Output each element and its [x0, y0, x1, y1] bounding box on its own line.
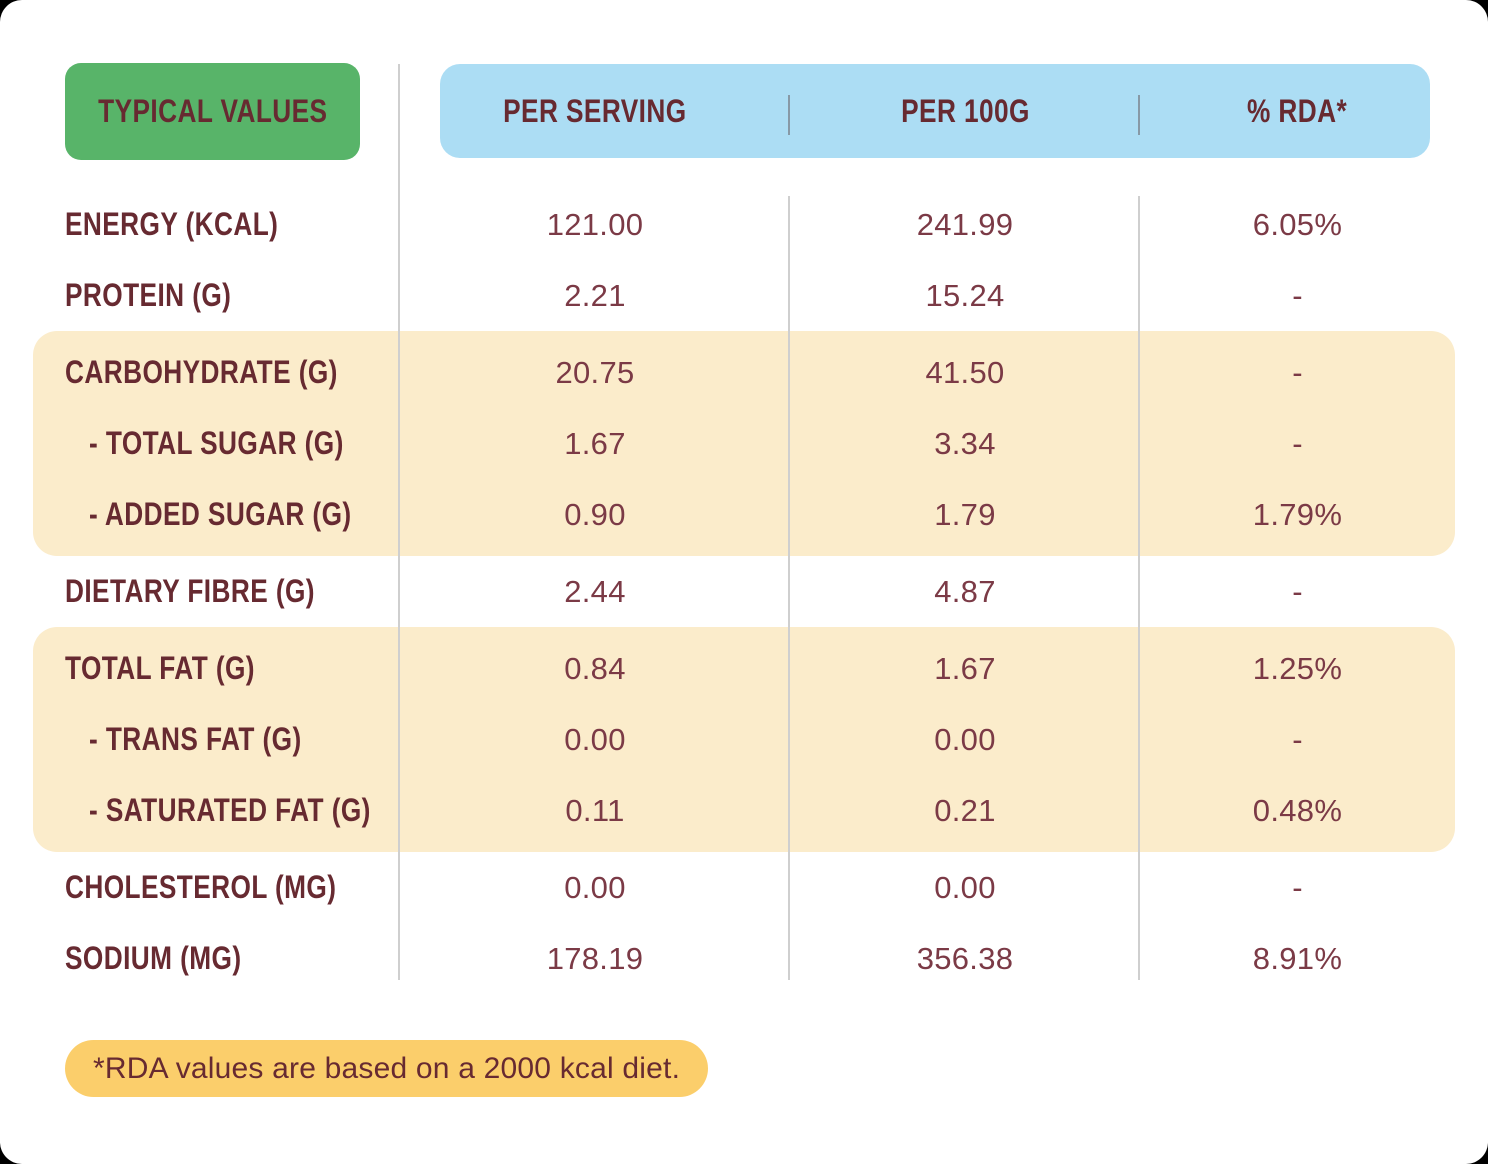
value-per-100g: 4.87	[934, 573, 996, 609]
column-header-per-100g: PER 100G	[900, 93, 1030, 129]
row-label: CARBOHYDRATE (G)	[65, 354, 338, 390]
value-per-serving: 0.90	[564, 496, 626, 532]
rda-footnote: *RDA values are based on a 2000 kcal die…	[65, 1040, 709, 1097]
value-per-100g: 41.50	[925, 354, 1005, 390]
row-label: - TOTAL SUGAR (G)	[89, 425, 344, 461]
row-label: CHOLESTEROL (MG)	[65, 869, 337, 905]
highlight-band-fat: TOTAL FAT (G) 0.84 1.67 1.25% - TRANS FA…	[33, 627, 1455, 852]
row-label: - SATURATED FAT (G)	[89, 792, 371, 828]
value-rda: -	[1292, 354, 1303, 390]
value-per-100g: 0.00	[934, 869, 996, 905]
table-row-trans-fat: - TRANS FAT (G) 0.00 0.00 -	[33, 704, 1455, 775]
value-per-100g: 1.79	[934, 496, 996, 532]
header-divider-1	[788, 95, 790, 135]
value-per-serving: 178.19	[546, 940, 644, 976]
value-rda: -	[1292, 573, 1303, 609]
value-per-serving: 0.00	[564, 721, 626, 757]
header-divider-2	[1138, 95, 1140, 135]
table-body: ENERGY (KCAL) 121.00 241.99 6.05% PROTEI…	[33, 189, 1455, 994]
divider-labels-column	[398, 64, 400, 980]
value-per-100g: 15.24	[925, 277, 1005, 313]
table-row-total-fat: TOTAL FAT (G) 0.84 1.67 1.25%	[33, 633, 1455, 704]
highlight-band-carbohydrate: CARBOHYDRATE (G) 20.75 41.50 - - TOTAL S…	[33, 331, 1455, 556]
table-header: TYPICAL VALUES PER SERVING PER 100G % RD…	[33, 63, 1455, 160]
table-row-cholesterol: CHOLESTEROL (MG) 0.00 0.00 -	[33, 852, 1455, 923]
value-per-100g: 0.00	[934, 721, 996, 757]
row-label: - TRANS FAT (G)	[89, 721, 302, 757]
value-per-serving: 0.11	[565, 792, 625, 828]
table-row-added-sugar: - ADDED SUGAR (G) 0.90 1.79 1.79%	[33, 479, 1455, 550]
row-label: SODIUM (MG)	[65, 940, 242, 976]
value-rda: -	[1292, 425, 1303, 461]
value-rda: -	[1292, 869, 1303, 905]
table-row-energy: ENERGY (KCAL) 121.00 241.99 6.05%	[33, 189, 1455, 260]
typical-values-label: TYPICAL VALUES	[97, 93, 328, 129]
row-label: - ADDED SUGAR (G)	[89, 496, 352, 532]
value-per-serving: 0.00	[564, 869, 626, 905]
value-per-100g: 0.21	[934, 792, 996, 828]
typical-values-badge: TYPICAL VALUES	[65, 63, 360, 160]
value-per-serving: 20.75	[555, 354, 635, 390]
value-per-100g: 241.99	[916, 206, 1014, 242]
value-per-serving: 1.67	[564, 425, 626, 461]
value-per-100g: 1.67	[934, 650, 996, 686]
value-per-100g: 3.34	[934, 425, 996, 461]
table-row-sodium: SODIUM (MG) 178.19 356.38 8.91%	[33, 923, 1455, 994]
value-per-serving: 121.00	[546, 206, 644, 242]
value-per-serving: 2.44	[564, 573, 626, 609]
value-rda: -	[1292, 721, 1303, 757]
value-rda: 8.91%	[1252, 940, 1343, 976]
column-header-band	[440, 64, 1430, 158]
value-per-serving: 0.84	[564, 650, 626, 686]
row-label: PROTEIN (G)	[65, 277, 232, 313]
column-header-rda: % RDA*	[1247, 93, 1348, 129]
row-label: DIETARY FIBRE (G)	[65, 573, 315, 609]
table-row-protein: PROTEIN (G) 2.21 15.24 -	[33, 260, 1455, 331]
value-rda: 1.79%	[1252, 496, 1343, 532]
column-header-per-serving: PER SERVING	[503, 93, 687, 129]
divider-per-100g-rda	[1138, 196, 1140, 980]
value-rda: 1.25%	[1252, 650, 1343, 686]
row-label: TOTAL FAT (G)	[65, 650, 255, 686]
table-row-carbohydrate: CARBOHYDRATE (G) 20.75 41.50 -	[33, 337, 1455, 408]
value-per-100g: 356.38	[916, 940, 1014, 976]
divider-per-serving-per-100g	[788, 196, 790, 980]
row-label: ENERGY (KCAL)	[65, 206, 279, 242]
table-row-saturated-fat: - SATURATED FAT (G) 0.11 0.21 0.48%	[33, 775, 1455, 846]
table-row-total-sugar: - TOTAL SUGAR (G) 1.67 3.34 -	[33, 408, 1455, 479]
value-per-serving: 2.21	[564, 277, 626, 313]
value-rda: -	[1292, 277, 1303, 313]
value-rda: 6.05%	[1252, 206, 1343, 242]
table-row-dietary-fibre: DIETARY FIBRE (G) 2.44 4.87 -	[33, 556, 1455, 627]
value-rda: 0.48%	[1252, 792, 1343, 828]
